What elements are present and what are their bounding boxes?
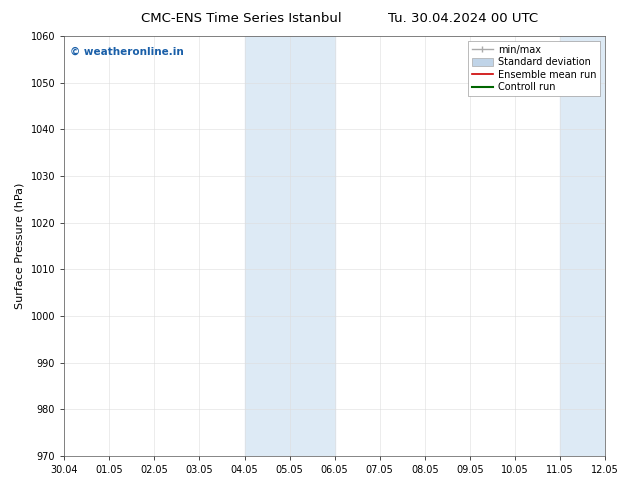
Text: © weatheronline.in: © weatheronline.in <box>70 47 183 57</box>
Text: Tu. 30.04.2024 00 UTC: Tu. 30.04.2024 00 UTC <box>388 12 538 25</box>
Text: CMC-ENS Time Series Istanbul: CMC-ENS Time Series Istanbul <box>141 12 341 25</box>
Y-axis label: Surface Pressure (hPa): Surface Pressure (hPa) <box>15 183 25 309</box>
Bar <box>245 36 335 456</box>
Bar <box>560 36 605 456</box>
Legend: min/max, Standard deviation, Ensemble mean run, Controll run: min/max, Standard deviation, Ensemble me… <box>468 41 600 96</box>
